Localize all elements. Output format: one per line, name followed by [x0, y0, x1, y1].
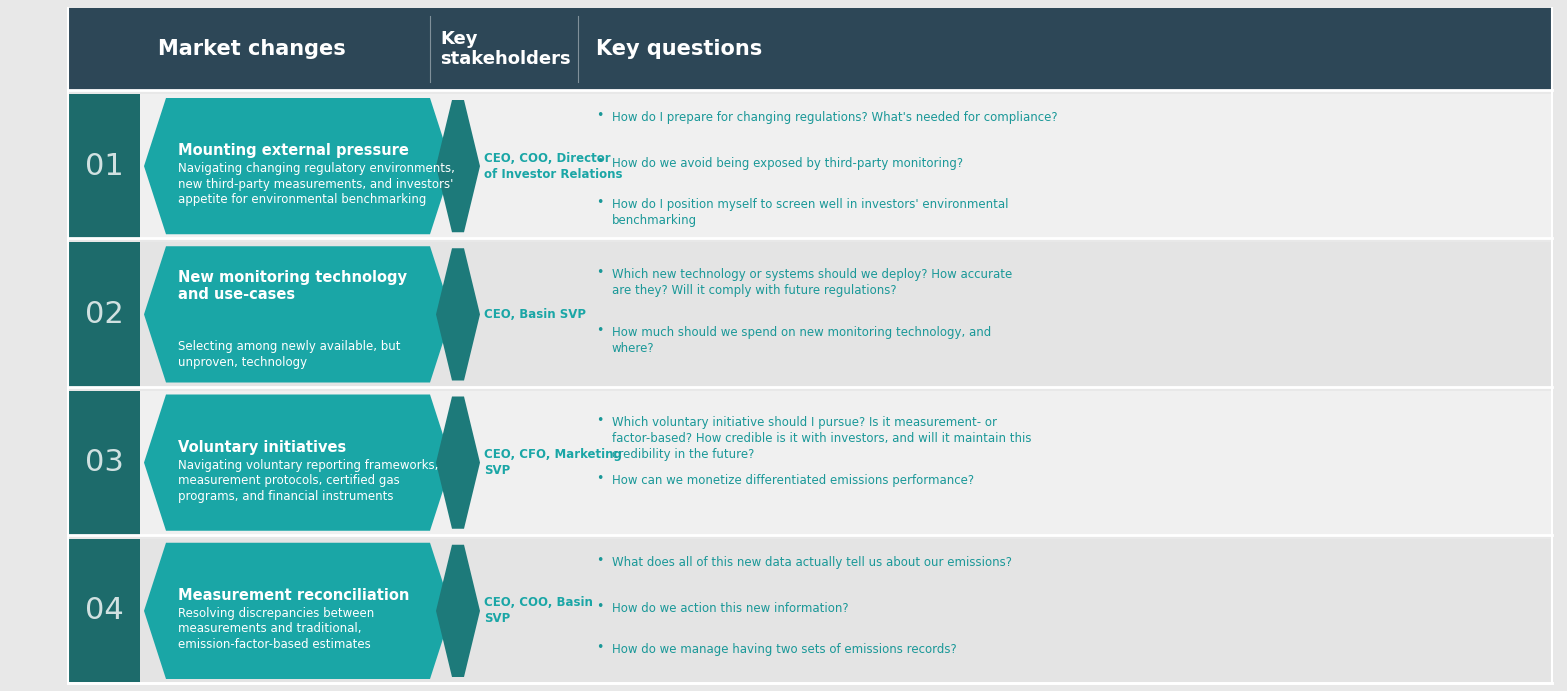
- Text: Navigating voluntary reporting frameworks,
measurement protocols, certified gas
: Navigating voluntary reporting framework…: [179, 459, 439, 502]
- Text: CEO, COO, Basin
SVP: CEO, COO, Basin SVP: [484, 596, 592, 625]
- Text: Navigating changing regulatory environments,
new third-party measurements, and i: Navigating changing regulatory environme…: [179, 162, 454, 206]
- Text: Measurement reconciliation: Measurement reconciliation: [179, 588, 409, 603]
- Text: •: •: [595, 415, 603, 428]
- Text: Mounting external pressure: Mounting external pressure: [179, 143, 409, 158]
- Text: CEO, CFO, Marketing
SVP: CEO, CFO, Marketing SVP: [484, 448, 622, 477]
- Bar: [67, 8, 1551, 90]
- Polygon shape: [436, 545, 480, 677]
- Text: 01: 01: [85, 151, 124, 180]
- Bar: [67, 539, 1551, 683]
- Text: •: •: [595, 324, 603, 337]
- Text: How do we manage having two sets of emissions records?: How do we manage having two sets of emis…: [613, 643, 957, 656]
- Text: What does all of this new data actually tell us about our emissions?: What does all of this new data actually …: [613, 556, 1012, 569]
- Bar: [67, 539, 139, 683]
- Text: 03: 03: [85, 448, 124, 477]
- Text: Key questions: Key questions: [595, 39, 762, 59]
- Text: 04: 04: [85, 596, 124, 625]
- Text: •: •: [595, 196, 603, 209]
- Text: How much should we spend on new monitoring technology, and
where?: How much should we spend on new monitori…: [613, 326, 992, 355]
- Text: •: •: [595, 155, 603, 169]
- Text: New monitoring technology
and use-cases: New monitoring technology and use-cases: [179, 270, 407, 303]
- Text: Resolving discrepancies between
measurements and traditional,
emission-factor-ba: Resolving discrepancies between measurem…: [179, 607, 375, 651]
- Text: Voluntary initiatives: Voluntary initiatives: [179, 439, 346, 455]
- Text: •: •: [595, 600, 603, 613]
- Text: How can we monetize differentiated emissions performance?: How can we monetize differentiated emiss…: [613, 474, 975, 487]
- Text: How do I prepare for changing regulations? What's needed for compliance?: How do I prepare for changing regulation…: [613, 111, 1058, 124]
- Text: 02: 02: [85, 300, 124, 329]
- Text: •: •: [595, 641, 603, 654]
- Polygon shape: [144, 542, 451, 679]
- Bar: [67, 390, 139, 535]
- Bar: [67, 243, 1551, 386]
- Text: •: •: [595, 472, 603, 485]
- Text: How do we avoid being exposed by third-party monitoring?: How do we avoid being exposed by third-p…: [613, 158, 964, 171]
- Text: Which new technology or systems should we deploy? How accurate
are they? Will it: Which new technology or systems should w…: [613, 268, 1012, 297]
- Bar: [67, 390, 1551, 535]
- Polygon shape: [144, 395, 451, 531]
- Bar: [67, 243, 139, 386]
- Bar: [67, 94, 1551, 238]
- Text: Selecting among newly available, but
unproven, technology: Selecting among newly available, but unp…: [179, 341, 401, 369]
- Text: •: •: [595, 109, 603, 122]
- Text: CEO, COO, Director
of Investor Relations: CEO, COO, Director of Investor Relations: [484, 151, 622, 180]
- Text: •: •: [595, 266, 603, 279]
- Polygon shape: [144, 246, 451, 383]
- Polygon shape: [144, 98, 451, 234]
- Text: How do I position myself to screen well in investors' environmental
benchmarking: How do I position myself to screen well …: [613, 198, 1009, 227]
- Text: Which voluntary initiative should I pursue? Is it measurement- or
factor-based? : Which voluntary initiative should I purs…: [613, 417, 1031, 462]
- Bar: [67, 94, 139, 238]
- Text: How do we action this new information?: How do we action this new information?: [613, 603, 849, 615]
- Text: CEO, Basin SVP: CEO, Basin SVP: [484, 308, 586, 321]
- Polygon shape: [436, 100, 480, 232]
- Text: Key
stakeholders: Key stakeholders: [440, 30, 570, 68]
- Polygon shape: [436, 397, 480, 529]
- Text: Market changes: Market changes: [158, 39, 346, 59]
- Text: •: •: [595, 554, 603, 567]
- Polygon shape: [436, 248, 480, 381]
